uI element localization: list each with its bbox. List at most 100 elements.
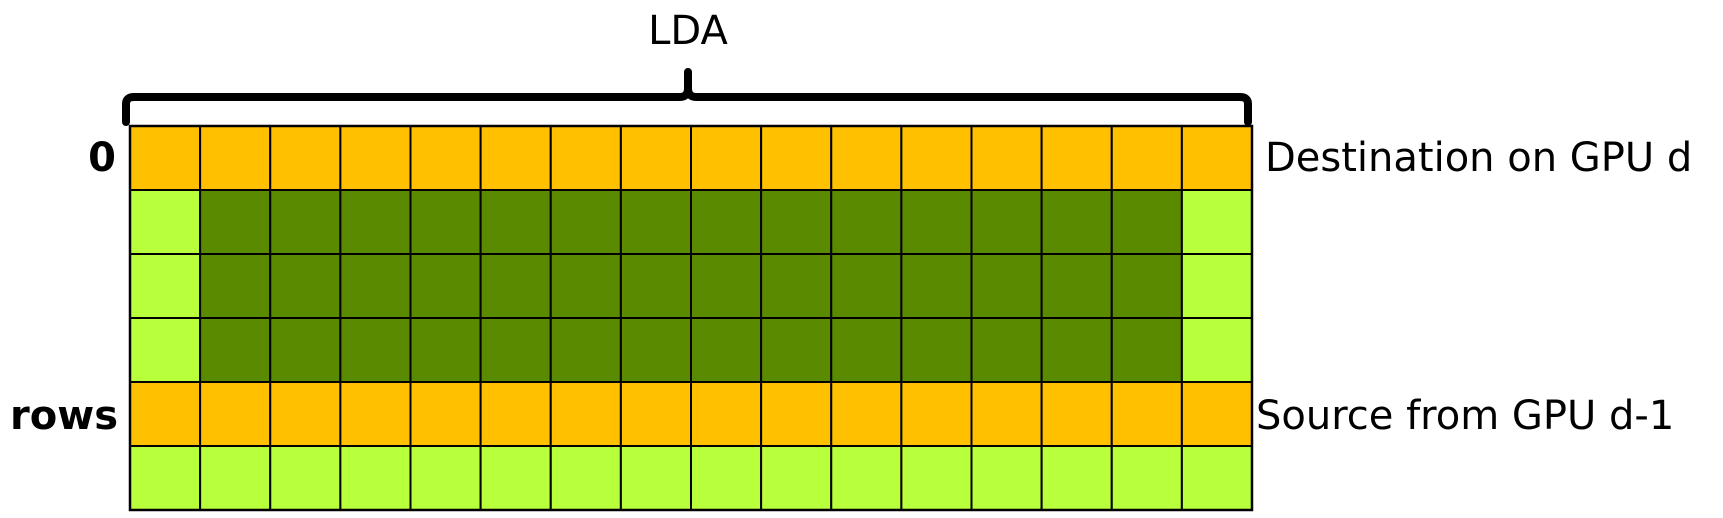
grid-cell-source	[1040, 381, 1113, 447]
grid-cell-padding	[129, 445, 202, 511]
grid-cell-destination	[409, 125, 482, 191]
grid-cell-padding	[1180, 445, 1253, 511]
grid-cell-interior	[619, 253, 692, 319]
grid-cell-interior	[129, 189, 202, 255]
grid-cell-source	[269, 381, 342, 447]
grid-cell-interior	[1110, 253, 1183, 319]
grid-cell-destination	[900, 125, 973, 191]
grid-cell-padding	[760, 445, 833, 511]
grid-cell-source	[1110, 381, 1183, 447]
grid-cell-interior	[970, 253, 1043, 319]
grid-cell-interior	[479, 317, 552, 383]
grid-cell-interior	[760, 253, 833, 319]
grid-cell-interior	[1180, 253, 1253, 319]
grid-cell-interior	[1110, 317, 1183, 383]
grid-cell-interior	[830, 317, 903, 383]
grid-cell-interior	[479, 253, 552, 319]
grid-cell-interior	[269, 189, 342, 255]
grid-cell-source	[830, 381, 903, 447]
grid-cell-source	[619, 381, 692, 447]
grid-cell-source	[1180, 381, 1253, 447]
grid-cell-interior	[199, 253, 272, 319]
grid-cell-interior	[409, 253, 482, 319]
grid-cell-interior	[1040, 317, 1113, 383]
grid-cell-interior	[339, 317, 412, 383]
grid-cell-source	[129, 381, 202, 447]
grid-cell-destination	[1180, 125, 1253, 191]
grid-cell-interior	[1040, 189, 1113, 255]
grid-cell-destination	[549, 125, 622, 191]
row-label-zero: 0	[88, 135, 116, 181]
grid-cell-destination	[970, 125, 1043, 191]
source-label: Source from GPU d-1	[1256, 393, 1674, 439]
grid-cell-destination	[619, 125, 692, 191]
grid-cell-interior	[970, 189, 1043, 255]
grid-cell-destination	[1040, 125, 1113, 191]
grid-cell-destination	[830, 125, 903, 191]
grid-cell-interior	[900, 317, 973, 383]
lda-label: LDA	[648, 8, 728, 54]
grid-cell-source	[760, 381, 833, 447]
grid-border	[128, 124, 1254, 512]
grid-cell-source	[690, 381, 763, 447]
grid-cell-padding	[970, 445, 1043, 511]
grid-cell-interior	[549, 253, 622, 319]
grid-cell-destination	[129, 125, 202, 191]
grid-cell-interior	[1040, 253, 1113, 319]
grid-cell-interior	[269, 253, 342, 319]
grid-cell-interior	[1180, 317, 1253, 383]
grid-cell-interior	[269, 317, 342, 383]
grid-cell-destination	[760, 125, 833, 191]
grid-cell-padding	[619, 445, 692, 511]
grid-cell-source	[549, 381, 622, 447]
grid-cell-padding	[1040, 445, 1113, 511]
row-label-rows: rows	[10, 393, 118, 439]
grid-cell-interior	[830, 189, 903, 255]
grid-cell-destination	[199, 125, 272, 191]
grid-cell-interior	[690, 317, 763, 383]
grid-cell-padding	[830, 445, 903, 511]
grid-cell-interior	[760, 189, 833, 255]
grid-cell-source	[479, 381, 552, 447]
grid-cell-destination	[339, 125, 412, 191]
grid-cell-padding	[479, 445, 552, 511]
lda-brace	[122, 68, 1252, 126]
grid-cell-destination	[690, 125, 763, 191]
memory-grid	[128, 124, 1254, 512]
grid-cell-padding	[1110, 445, 1183, 511]
grid-cell-interior	[1180, 189, 1253, 255]
grid-cell-padding	[690, 445, 763, 511]
grid-cell-padding	[549, 445, 622, 511]
grid-cell-destination	[1110, 125, 1183, 191]
grid-cell-source	[900, 381, 973, 447]
grid-cell-interior	[549, 189, 622, 255]
grid-cell-padding	[269, 445, 342, 511]
grid-cell-interior	[409, 189, 482, 255]
grid-cell-interior	[619, 189, 692, 255]
grid-cell-interior	[199, 189, 272, 255]
grid-cell-interior	[900, 253, 973, 319]
grid-cell-interior	[129, 253, 202, 319]
grid-cell-interior	[900, 189, 973, 255]
grid-cell-padding	[199, 445, 272, 511]
grid-cell-interior	[479, 189, 552, 255]
grid-cell-interior	[690, 189, 763, 255]
grid-cell-interior	[129, 317, 202, 383]
grid-cell-source	[339, 381, 412, 447]
grid-cell-interior	[690, 253, 763, 319]
grid-cell-interior	[830, 253, 903, 319]
grid-cell-destination	[479, 125, 552, 191]
grid-cell-interior	[339, 253, 412, 319]
grid-cell-interior	[199, 317, 272, 383]
grid-cell-interior	[619, 317, 692, 383]
grid-cell-interior	[549, 317, 622, 383]
grid-cell-interior	[970, 317, 1043, 383]
grid-cell-destination	[269, 125, 342, 191]
grid-cell-padding	[339, 445, 412, 511]
grid-cell-interior	[760, 317, 833, 383]
destination-label: Destination on GPU d	[1265, 135, 1692, 181]
grid-cell-padding	[409, 445, 482, 511]
grid-cell-interior	[339, 189, 412, 255]
grid-cell-padding	[900, 445, 973, 511]
